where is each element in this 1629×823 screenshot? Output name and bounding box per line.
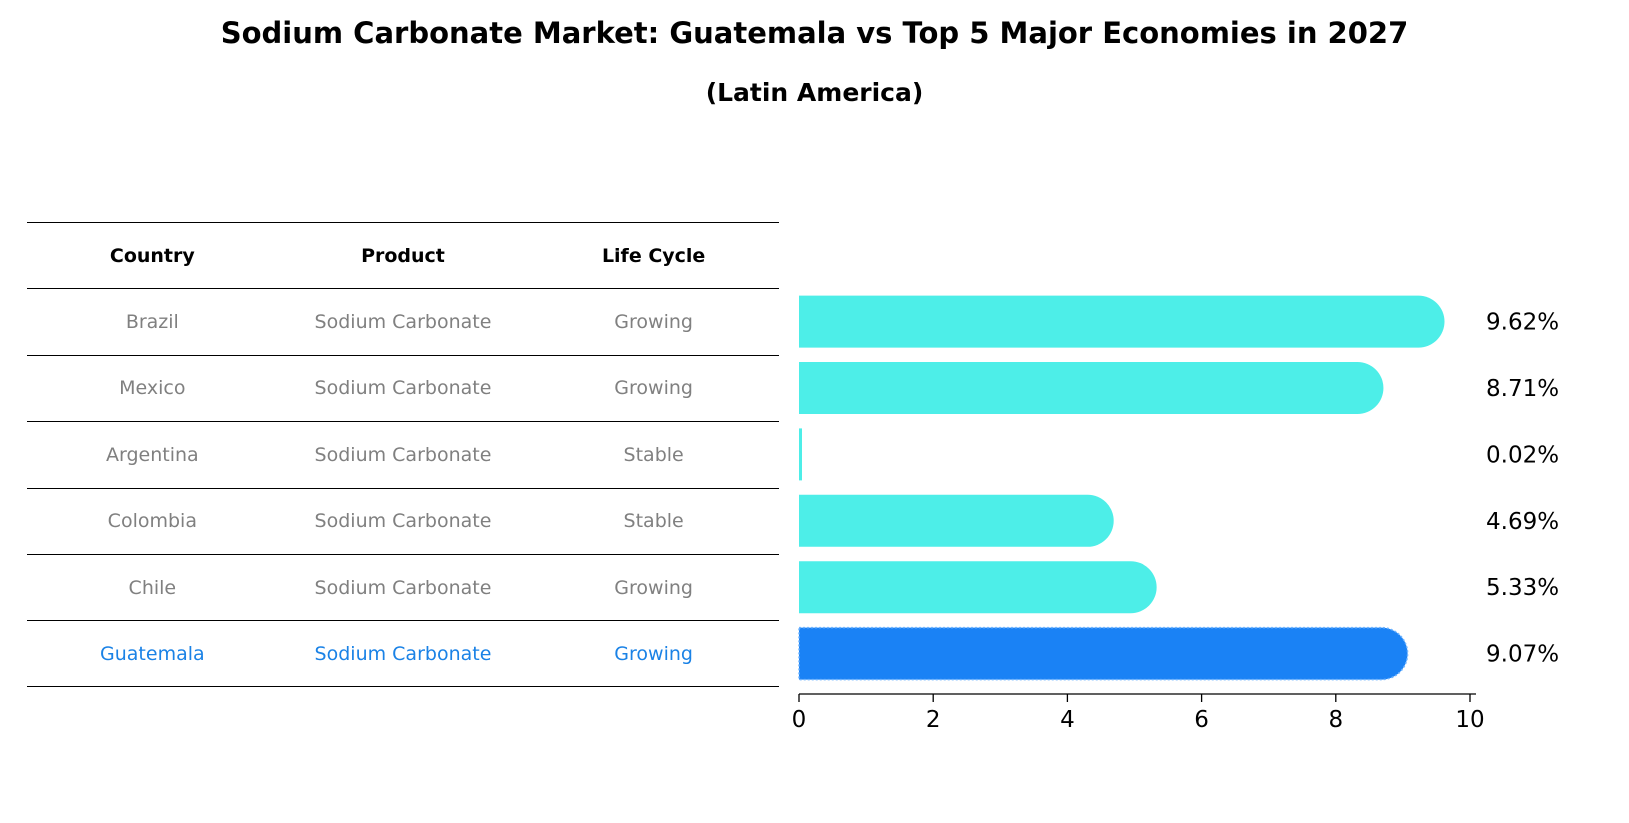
x-tick-label: 10 [1455,707,1484,733]
bar [799,494,1114,547]
chart-subtitle: (Latin America) [705,78,924,107]
bar-highlight [798,626,1409,681]
cell-life-cycle: Growing [614,642,693,665]
cell-product: Sodium Carbonate [314,311,492,334]
table-row: Brazil Sodium Carbonate Growing [27,288,779,354]
cell-product: Sodium Carbonate [314,443,492,466]
x-tick-label: 4 [1060,707,1075,733]
cell-country: Mexico [119,377,186,400]
cell-country: Colombia [107,510,197,533]
bar-value-label: 9.07% [1486,642,1559,668]
cell-life-cycle: Growing [614,377,693,400]
data-table: Country Product Life Cycle Brazil Sodium… [27,222,779,687]
x-tick-label: 2 [926,707,941,733]
cell-country: Guatemala [100,642,205,665]
table-row: Argentina Sodium Carbonate Stable [27,421,779,487]
header-country: Country [109,244,195,267]
table-row: Colombia Sodium Carbonate Stable [27,487,779,554]
x-tick-label: 0 [792,707,807,733]
table-row: Mexico Sodium Carbonate Growing [27,354,779,421]
bar [799,561,1157,614]
x-tick-label: 6 [1194,707,1209,733]
bar [799,295,1445,348]
cell-life-cycle: Growing [614,311,693,334]
chart-title: Sodium Carbonate Market: Guatemala vs To… [220,16,1409,50]
bar-value-label: 8.71% [1486,376,1559,402]
cell-life-cycle: Stable [623,510,684,533]
table-row-highlight: Guatemala Sodium Carbonate Growing [27,620,779,687]
bar [799,362,1384,414]
bar [799,428,802,481]
cell-country: Argentina [105,443,199,466]
cell-country: Brazil [125,311,179,334]
cell-product: Sodium Carbonate [314,576,492,599]
bar-value-label: 5.33% [1486,575,1559,601]
bar-value-label: 0.02% [1486,442,1559,468]
cell-country: Chile [128,576,177,599]
cell-life-cycle: Stable [623,443,684,466]
table-header-row: Country Product Life Cycle [27,222,779,288]
header-life-cycle: Life Cycle [601,244,706,267]
cell-product: Sodium Carbonate [314,642,492,665]
bar-value-label: 4.69% [1486,509,1559,535]
header-product: Product [361,244,445,267]
cell-product: Sodium Carbonate [314,377,492,400]
cell-product: Sodium Carbonate [314,510,492,533]
table-row: Chile Sodium Carbonate Growing [27,553,779,620]
bar-value-label: 9.62% [1486,310,1559,336]
x-tick-label: 8 [1328,707,1343,733]
cell-life-cycle: Growing [614,576,693,599]
